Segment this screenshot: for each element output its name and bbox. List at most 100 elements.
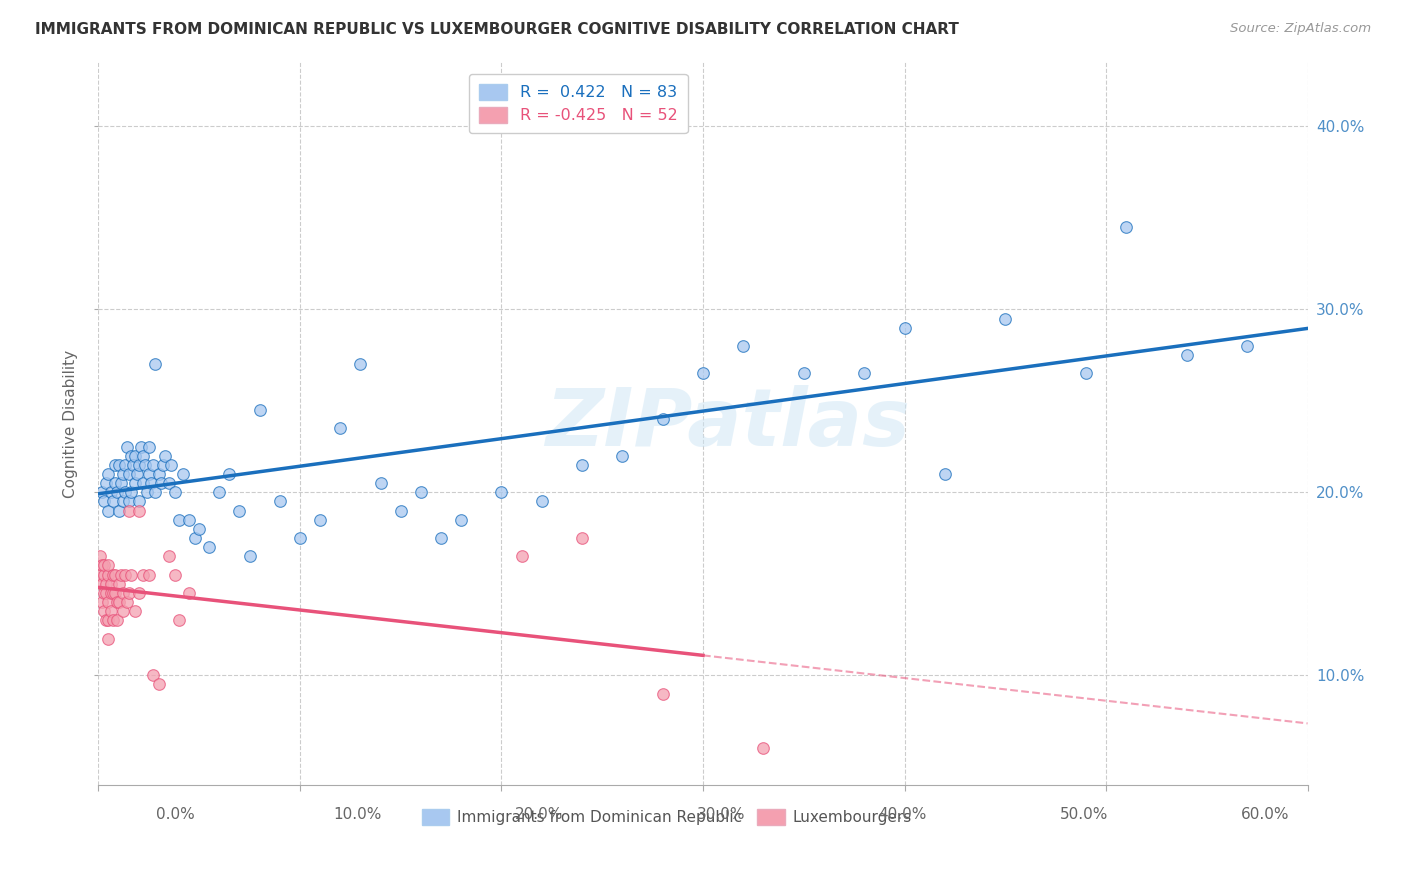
Point [120,567,142,582]
Point [208,485,231,500]
Point [110,476,132,491]
Point [157,476,180,491]
Point [143,485,166,500]
Point [100,576,122,591]
Point [571,458,593,472]
Point [184,531,207,545]
Point [269,494,291,508]
Point [129,440,152,454]
Point [97,503,120,517]
Point [114,485,136,500]
Point [430,531,453,545]
Point [124,449,146,463]
Point [105,613,128,627]
Point [93,558,115,573]
Point [124,604,146,618]
Point [111,604,134,618]
Point [198,540,221,554]
Point [111,467,134,481]
Point [138,440,160,454]
Point [128,503,150,517]
Point [132,567,155,582]
Point [692,367,714,381]
Point [97,595,120,609]
Point [107,576,129,591]
Y-axis label: Cognitive Disability: Cognitive Disability [63,350,79,498]
Point [793,367,815,381]
Point [530,494,553,508]
Point [149,476,172,491]
Point [91,595,114,609]
Point [138,567,160,582]
Point [651,686,673,700]
Point [510,549,533,564]
Point [239,549,262,564]
Point [179,586,201,600]
Point [120,485,142,500]
Point [101,613,124,627]
Point [101,567,124,582]
Point [107,595,129,609]
Point [1175,348,1198,362]
Point [142,668,165,682]
Point [450,513,472,527]
Point [97,558,120,573]
Text: IMMIGRANTS FROM DOMINICAN REPUBLIC VS LUXEMBOURGER COGNITIVE DISABILITY CORRELAT: IMMIGRANTS FROM DOMINICAN REPUBLIC VS LU… [35,22,959,37]
Legend: Immigrants from Dominican Republic, Luxembourgers: Immigrants from Dominican Republic, Luxe… [416,804,918,831]
Point [163,567,186,582]
Point [188,522,211,536]
Point [153,449,176,463]
Point [370,476,392,491]
Point [96,613,118,627]
Point [128,586,150,600]
Point [218,467,240,481]
Point [167,513,190,527]
Point [138,467,160,481]
Point [934,467,956,481]
Text: ZIPatlas: ZIPatlas [544,384,910,463]
Point [89,567,111,582]
Point [288,531,311,545]
Point [93,586,115,600]
Text: 40.0%: 40.0% [877,807,927,822]
Point [1074,367,1097,381]
Point [157,549,180,564]
Point [103,586,125,600]
Point [733,339,755,353]
Point [167,613,190,627]
Point [893,320,915,334]
Point [571,531,593,545]
Point [120,449,142,463]
Point [128,458,150,472]
Text: 50.0%: 50.0% [1060,807,1108,822]
Point [93,567,115,582]
Point [1236,339,1258,353]
Point [114,567,136,582]
Point [115,440,138,454]
Point [101,494,124,508]
Point [142,458,165,472]
Point [612,449,634,463]
Point [349,357,371,371]
Point [139,476,162,491]
Point [160,458,183,472]
Point [107,458,129,472]
Point [148,467,170,481]
Point [179,513,201,527]
Point [96,476,118,491]
Point [97,632,120,646]
Point [118,494,141,508]
Text: 60.0%: 60.0% [1241,807,1289,822]
Point [651,412,673,426]
Point [91,558,114,573]
Point [172,467,194,481]
Point [152,458,174,472]
Point [97,467,120,481]
Point [148,677,170,691]
Point [114,458,136,472]
Point [103,458,125,472]
Text: 10.0%: 10.0% [333,807,381,822]
Point [134,458,156,472]
Point [853,367,876,381]
Point [329,421,352,435]
